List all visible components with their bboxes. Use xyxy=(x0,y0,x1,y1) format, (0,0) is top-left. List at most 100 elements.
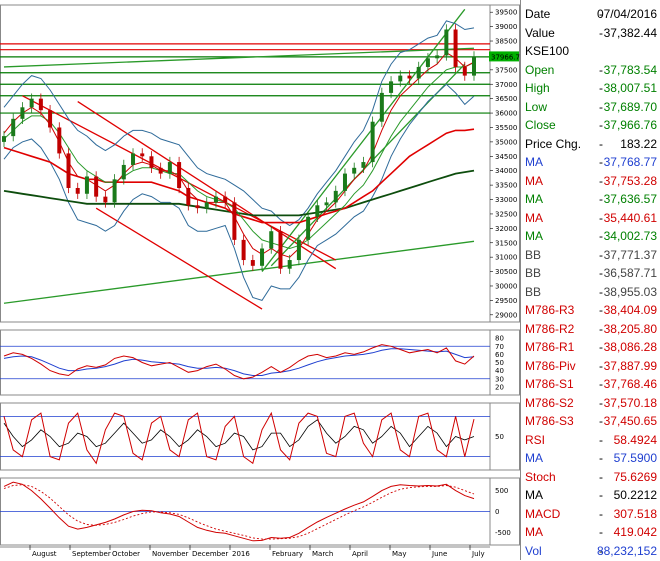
candle-body xyxy=(223,196,228,203)
candle-body xyxy=(278,231,283,269)
panel-row-value: 37,783.54 xyxy=(603,62,657,77)
panel-row-value: 34,002.73 xyxy=(603,229,657,243)
panel-row-value: 88,232,152 xyxy=(596,543,657,558)
panel-row-label: MACD xyxy=(525,506,561,521)
candle-body xyxy=(204,202,209,209)
panel-row-value: 307.518 xyxy=(613,506,657,521)
x-tick-label: September xyxy=(72,550,111,558)
panel-row: M786-R1 -38,086.28 xyxy=(521,338,660,357)
panel-row-separator: - xyxy=(599,81,603,95)
data-window-panel: Date -07/04/2016 Value -37,382.44 KSE100 Open… xyxy=(520,0,660,560)
candle-body xyxy=(342,173,347,191)
price-tick-label: 35500 xyxy=(495,124,517,132)
rsi-tick-label: 60 xyxy=(495,351,504,359)
panel-row: M786-Piv -37,887.99 xyxy=(521,357,660,376)
candle-body xyxy=(103,196,108,203)
panel-row: BB -37,771.37 xyxy=(521,246,660,265)
panel-row-value: 36,587.71 xyxy=(603,266,657,280)
candle-body xyxy=(287,260,292,269)
candle-body xyxy=(306,216,311,240)
candle-body xyxy=(75,187,80,194)
price-tick-label: 38500 xyxy=(495,38,517,46)
panel-row-label: M786-Piv xyxy=(525,358,576,373)
panel-row-separator: - xyxy=(599,266,603,280)
candle-body xyxy=(158,167,163,174)
candle-body xyxy=(131,153,136,165)
panel-row-separator: - xyxy=(599,469,603,484)
panel-row-label: BB xyxy=(525,247,542,262)
candle-body xyxy=(2,136,6,142)
panel-row: M786-S2 -37,570.18 xyxy=(521,394,660,413)
panel-row-label: Stoch xyxy=(525,469,556,484)
panel-row-label: Price Chg. xyxy=(525,136,582,151)
panel-row-label: Open xyxy=(525,62,555,77)
candle-body xyxy=(425,58,430,67)
candle-body xyxy=(213,196,218,203)
panel-row-separator: - xyxy=(599,192,603,206)
panel-row-label: High xyxy=(525,81,550,95)
candle-body xyxy=(333,190,338,203)
price-tick-label: 32500 xyxy=(495,210,517,218)
price-tick-label: 32000 xyxy=(495,225,517,233)
price-tick-label: 33500 xyxy=(495,182,517,190)
candle-body xyxy=(66,153,71,188)
panel-row: BB -36,587.71 xyxy=(521,264,660,283)
panel-row-separator: - xyxy=(599,358,603,373)
panel-row-label: Value xyxy=(525,25,555,40)
price-tick-label: 33000 xyxy=(495,196,517,204)
panel-row-value: 37,570.18 xyxy=(603,395,657,410)
price-tick-label: 37500 xyxy=(495,66,517,74)
candle-body xyxy=(195,205,200,209)
panel-row-label: M786-S3 xyxy=(525,414,574,428)
panel-row: MA -419.042 xyxy=(521,523,660,542)
rsi-tick-label: 40 xyxy=(495,367,504,375)
panel-row-value: 37,887.99 xyxy=(603,358,657,373)
chart-area: 3950039000385003800037500370003650036000… xyxy=(0,4,520,558)
candle-body xyxy=(416,66,421,79)
panel-row-separator: - xyxy=(599,377,603,391)
candle-body xyxy=(57,127,62,154)
panel-row-separator: - xyxy=(599,118,603,132)
candle-body xyxy=(186,187,191,206)
candle-body xyxy=(94,176,99,197)
panel-row: M786-S3 -37,450.65 xyxy=(521,412,660,431)
macd-signal-line xyxy=(3,484,475,540)
x-tick-label: November xyxy=(152,550,189,558)
panel-row: RSI -58.4924 xyxy=(521,431,660,450)
panel-row-label: MA xyxy=(525,488,543,502)
candle-body xyxy=(296,239,301,261)
panel-row-label: MA xyxy=(525,192,543,206)
panel-row: KSE100 xyxy=(521,42,660,61)
candle-body xyxy=(84,176,89,194)
panel-row-separator: - xyxy=(599,451,603,465)
panel-row-value: 37,689.70 xyxy=(603,99,657,114)
candle-body xyxy=(398,75,403,82)
x-tick-label: June xyxy=(431,550,447,558)
candle-body xyxy=(324,202,329,206)
panel-row: MA -50.2212 xyxy=(521,486,660,505)
bollinger-lower-line xyxy=(3,83,475,301)
candle-body xyxy=(241,239,246,261)
panel-row-separator: - xyxy=(599,340,603,354)
stoch-tick-label: 50 xyxy=(495,433,504,441)
candle-body xyxy=(315,205,320,217)
panel-row-label: BB xyxy=(525,284,542,299)
rsi-tick-label: 30 xyxy=(495,375,504,383)
panel-row: MA -57.5900 xyxy=(521,449,660,468)
panel-row-value: 38,007.51 xyxy=(603,81,657,95)
panel-row-separator: - xyxy=(599,247,603,262)
macd-tick-label: 500 xyxy=(495,487,508,495)
panel-row-value: 75.6269 xyxy=(613,469,657,484)
panel-row-label: BB xyxy=(525,266,542,280)
candle-body xyxy=(462,66,467,76)
panel-row-separator: - xyxy=(599,173,603,188)
candle-body xyxy=(20,107,25,119)
x-tick-label: July xyxy=(471,550,485,558)
panel-row-separator: - xyxy=(599,432,603,447)
panel-row-separator: - xyxy=(599,7,603,21)
panel-row-separator: - xyxy=(599,488,603,502)
price-tick-label: 31500 xyxy=(495,239,517,247)
panel-row: Value -37,382.44 xyxy=(521,24,660,43)
price-tick-label: 39000 xyxy=(495,23,517,31)
